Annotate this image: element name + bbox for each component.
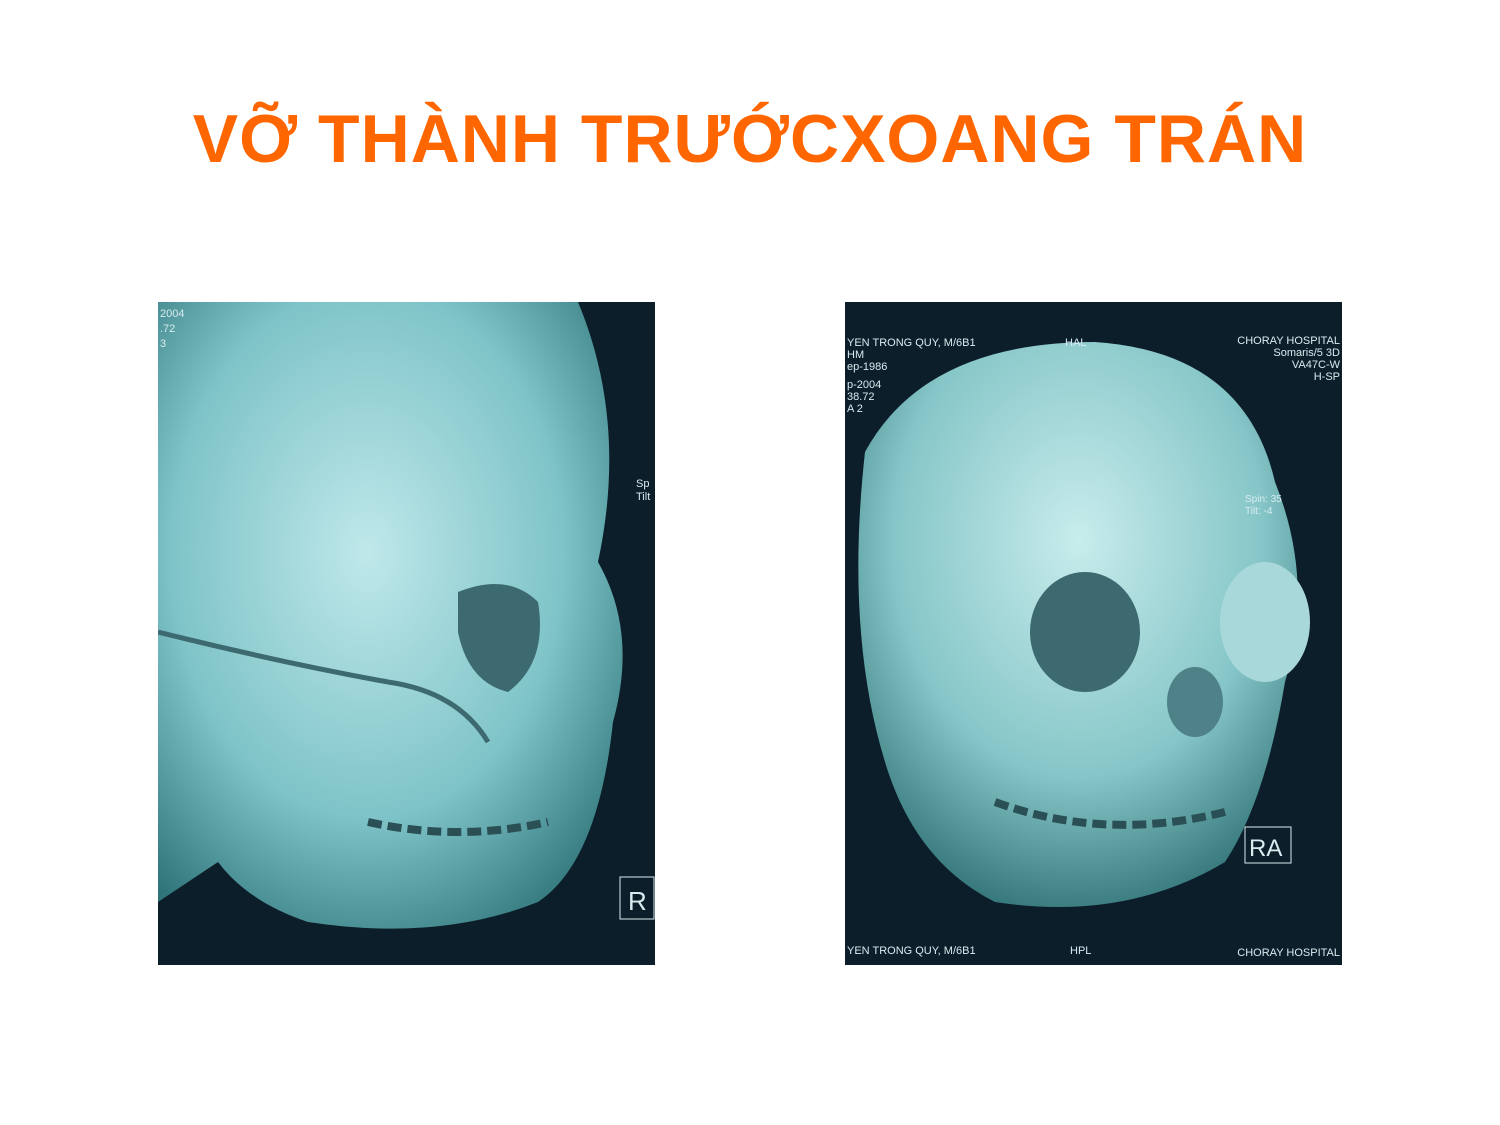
slide-title: VỠ THÀNH TRƯỚCXOANG TRÁN bbox=[192, 101, 1308, 177]
overlay-text: CHORAY HOSPITAL bbox=[1237, 335, 1340, 347]
overlay-text: HPL bbox=[1070, 945, 1091, 957]
overlay-text: Sp bbox=[636, 478, 649, 490]
overlay-text: A 2 bbox=[847, 403, 863, 415]
overlay-text: 2004 bbox=[160, 308, 184, 320]
overlay-text: CHORAY HOSPITAL bbox=[1237, 947, 1340, 959]
ct-image-right: YEN TRONG QUY, M/6B1 HAL CHORAY HOSPITAL… bbox=[845, 302, 1342, 965]
overlay-text: VA47C-W bbox=[1292, 359, 1341, 371]
overlay-text: RA bbox=[1249, 835, 1282, 862]
ct-image-left: 2004 .72 3 Sp Tilt R bbox=[158, 302, 655, 965]
overlay-text: Somaris/5 3D bbox=[1273, 347, 1340, 359]
overlay-text: Tilt bbox=[636, 491, 650, 503]
overlay-text: 3 bbox=[160, 338, 166, 350]
overlay-text: 2004 .72 3 Sp Tilt R bbox=[160, 308, 655, 920]
overlay-text: ep-1986 bbox=[847, 361, 887, 373]
overlay-text: HAL bbox=[1065, 337, 1086, 349]
overlay-text: Tilt: -4 bbox=[1245, 506, 1273, 517]
overlay-text: .72 bbox=[160, 323, 175, 335]
overlay-text: R bbox=[628, 886, 647, 916]
overlay-text: YEN TRONG QUY, M/6B1 HAL CHORAY HOSPITAL… bbox=[847, 335, 1341, 959]
overlay-text: p-2004 bbox=[847, 379, 881, 391]
overlay-text: H-SP bbox=[1314, 371, 1340, 383]
overlay-text: HM bbox=[847, 349, 864, 361]
overlay-text: 38.72 bbox=[847, 391, 875, 403]
overlay-text: YEN TRONG QUY, M/6B1 bbox=[847, 945, 976, 957]
overlay-text: YEN TRONG QUY, M/6B1 bbox=[847, 337, 976, 349]
overlay-text: Spin: 35 bbox=[1245, 494, 1282, 505]
